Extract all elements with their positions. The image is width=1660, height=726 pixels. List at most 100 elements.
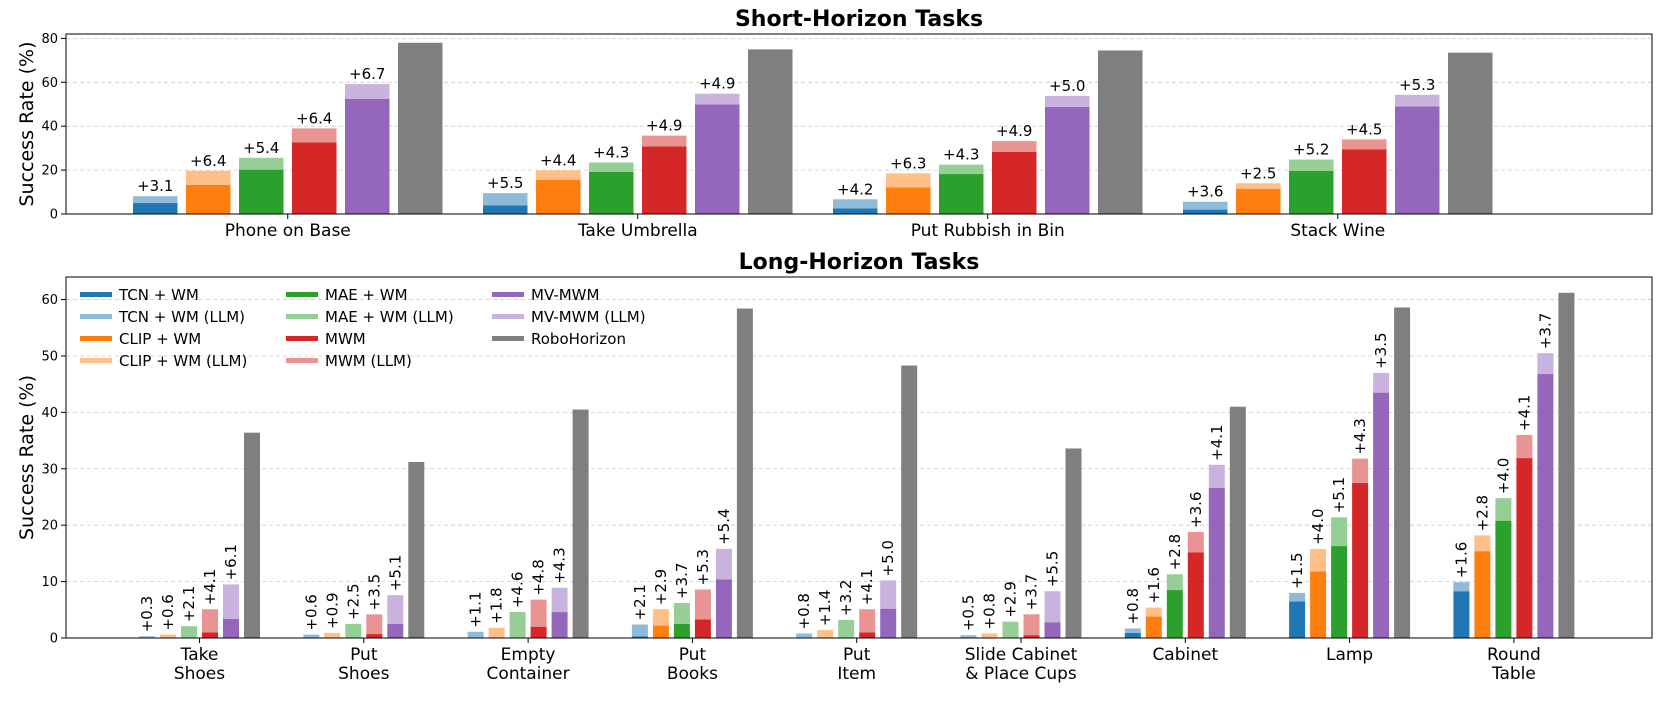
x-tick-label: Item: [837, 664, 876, 684]
legend-label: MV-MWM (LLM): [531, 308, 646, 326]
chart-panel-2: 0 10 20 30 40 50 60 Long-Horizon Tasks Success R…: [16, 250, 1653, 684]
data-label: +4.3: [1351, 418, 1369, 454]
y-axis-label: Success Rate (%): [16, 41, 38, 206]
bar-llm-gain: [939, 164, 984, 175]
bar-clip-wm: [1145, 616, 1162, 638]
data-label: +5.3: [1399, 76, 1435, 94]
bar-llm-gain: [1289, 592, 1306, 602]
x-tick-label: Put: [843, 645, 871, 665]
bar-robohorizon: [1098, 50, 1143, 215]
data-label: +4.1: [1515, 395, 1533, 431]
data-label: +2.9: [652, 569, 670, 605]
chart-title: Long-Horizon Tasks: [739, 250, 980, 275]
legend-swatch: [286, 292, 318, 297]
bar-llm-gain: [1474, 535, 1491, 552]
bar-mae-wm: [1331, 546, 1348, 638]
data-label: +3.5: [1372, 332, 1390, 368]
bar-llm-gain: [880, 580, 897, 609]
x-tick-label: Phone on Base: [225, 221, 351, 241]
bar-llm-gain: [1124, 628, 1141, 633]
bar-mwm: [202, 632, 218, 638]
bar-mv-mwm: [695, 104, 740, 214]
bar-llm-gain: [1023, 614, 1040, 636]
y-tick-label: 40: [41, 120, 58, 135]
data-label: +2.8: [1473, 495, 1491, 531]
bars: +3.1 +6.4 +5.4 +6.4 +6.7 +5.5 +4.4 +4.3 +4.9 +4.9…: [133, 42, 1493, 215]
bar-llm-gain: [239, 157, 284, 170]
bar-llm-gain: [1145, 607, 1162, 617]
bar-llm-gain: [292, 128, 337, 143]
bar-llm-gain: [536, 170, 581, 180]
bar-mv-mwm: [1395, 106, 1440, 214]
bar-mwm: [292, 142, 337, 214]
data-label: +4.9: [646, 117, 682, 135]
x-tick-label: Put: [679, 645, 707, 665]
x-tick-label: Take Umbrella: [577, 221, 698, 241]
data-label: +4.2: [837, 180, 873, 198]
bar-mwm: [859, 632, 876, 638]
bar-mwm: [992, 151, 1037, 214]
data-label: +5.4: [715, 508, 733, 544]
bar-llm-gain: [1495, 498, 1512, 521]
y-tick-label: 60: [41, 293, 58, 308]
data-label: +2.5: [1240, 164, 1276, 182]
bars: +0.3 +0.6 +2.1 +4.1+6.1+0.6 +0.9 +2.5 +3.5+5.1…: [138, 292, 1575, 638]
legend-label: TCN + WM: [118, 286, 199, 304]
legend-item: CLIP + WM (LLM): [80, 352, 247, 370]
bar-mv-mwm: [551, 612, 568, 638]
legend-item: MV-MWM: [492, 286, 599, 304]
bar-mae-wm: [939, 174, 984, 214]
data-label: +0.5: [960, 595, 978, 631]
bar-mwm: [1023, 635, 1040, 638]
bar-llm-gain: [1537, 353, 1554, 375]
x-tick-label: & Place Cups: [965, 664, 1077, 684]
legend-swatch: [492, 292, 524, 297]
legend-label: MV-MWM: [531, 286, 599, 304]
bar-mwm: [642, 146, 687, 214]
bar-robohorizon: [1394, 307, 1411, 638]
bar-robohorizon: [901, 365, 918, 638]
legend-swatch: [80, 292, 112, 297]
data-label: +3.6: [1187, 492, 1205, 528]
legend-label: CLIP + WM (LLM): [119, 352, 247, 370]
data-label: +6.3: [890, 154, 926, 172]
legend-item: MAE + WM (LLM): [286, 308, 454, 326]
data-label: +5.5: [1044, 551, 1062, 587]
bar-llm-gain: [303, 634, 320, 638]
bar-llm-gain: [1044, 591, 1061, 623]
data-label: +4.1: [1208, 424, 1226, 460]
data-label: +0.6: [302, 594, 320, 630]
data-label: +0.8: [795, 593, 813, 629]
legend-item: TCN + WM: [80, 286, 199, 304]
bar-llm-gain: [387, 595, 404, 624]
bar-mv-mwm: [1208, 487, 1225, 638]
x-tick-label: Slide Cabinet: [965, 645, 1078, 665]
bar-mwm: [366, 634, 383, 638]
bar-mv-mwm: [1537, 374, 1554, 638]
bar-llm-gain: [223, 584, 239, 619]
data-label: +0.6: [159, 594, 177, 630]
bar-mv-mwm: [1045, 106, 1090, 214]
bar-tcn-wm: [1183, 209, 1228, 214]
bar-clip-wm: [1310, 571, 1327, 638]
bar-llm-gain: [1183, 201, 1228, 210]
bar-llm-gain: [160, 634, 176, 638]
data-label: +2.5: [344, 583, 362, 619]
x-tick-label: Take: [180, 645, 219, 665]
bar-llm-gain: [960, 635, 977, 638]
bar-clip-wm: [536, 179, 581, 214]
bar-tcn-wm: [1453, 591, 1470, 638]
bar-llm-gain: [886, 173, 931, 188]
bar-llm-gain: [838, 619, 855, 638]
bar-robohorizon: [572, 409, 589, 638]
bar-llm-gain: [1395, 94, 1440, 107]
bar-tcn-wm: [631, 636, 648, 638]
bar-llm-gain: [1352, 458, 1369, 483]
data-label: +4.3: [551, 547, 569, 583]
data-label: +6.4: [190, 152, 226, 170]
x-tick-label: Empty: [501, 645, 556, 665]
y-tick-label: 50: [41, 349, 58, 364]
y-axis-label: Success Rate (%): [16, 375, 38, 540]
legend-label: MAE + WM: [325, 286, 408, 304]
bar-llm-gain: [324, 632, 341, 638]
